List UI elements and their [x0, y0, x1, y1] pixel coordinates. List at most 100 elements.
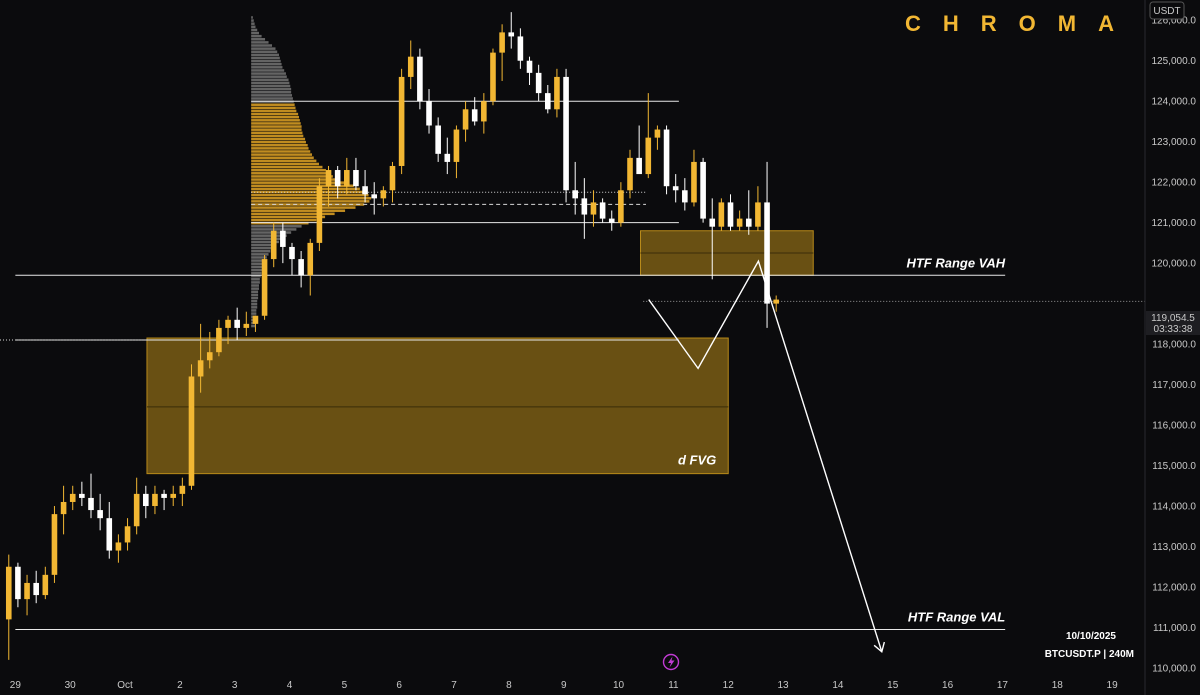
- candle-body: [124, 526, 131, 543]
- candle-body: [79, 493, 85, 498]
- profile-row: [251, 22, 255, 25]
- profile-row: [251, 115, 299, 119]
- candle-body: [371, 194, 378, 199]
- profile-row: [251, 94, 293, 97]
- candle-body: [206, 352, 213, 361]
- time-tick-label: 8: [506, 680, 512, 691]
- candle-body: [590, 202, 597, 215]
- profile-row: [251, 140, 306, 144]
- zone-0: [146, 337, 729, 475]
- candle-body: [152, 493, 158, 507]
- price-tick-label: 124,000.0: [1152, 97, 1197, 108]
- candle-body: [599, 202, 606, 219]
- candle-body: [15, 566, 21, 600]
- time-tick-label: 13: [778, 680, 790, 691]
- profile-row: [251, 181, 346, 184]
- current-price-value: 119,054.5: [1151, 313, 1195, 324]
- candle-body: [188, 376, 195, 486]
- profile-row: [251, 122, 301, 125]
- candle-body: [69, 493, 76, 502]
- candle-body: [508, 32, 515, 37]
- time-tick-label: 2: [177, 680, 183, 691]
- price-tick-label: 118,000.0: [1152, 340, 1196, 351]
- profile-row: [251, 106, 296, 110]
- time-tick-label: 30: [65, 680, 77, 691]
- profile-row: [251, 274, 261, 278]
- candle-body: [444, 153, 451, 162]
- profile-row: [251, 134, 304, 138]
- candle-body: [517, 36, 524, 61]
- projection-layer: [648, 259, 886, 654]
- price-axis[interactable]: 126,000.0 125,000.0 124,000.0 123,000.0 122,…: [1152, 16, 1197, 675]
- candle-body: [143, 493, 149, 507]
- candle-body: [325, 170, 332, 187]
- price-tick-label: 116,000.0: [1152, 421, 1196, 432]
- profile-row: [251, 159, 317, 163]
- price-tick-label: 125,000.0: [1152, 56, 1197, 67]
- profile-row: [251, 324, 256, 328]
- price-tick-label: 113,000.0: [1152, 542, 1196, 553]
- candle-body: [755, 202, 761, 227]
- candle-body: [243, 323, 250, 328]
- profile-row: [251, 306, 258, 309]
- profile-row: [251, 56, 280, 60]
- time-tick-label: 29: [10, 680, 22, 691]
- profile-row: [251, 50, 278, 53]
- candle-body: [197, 360, 204, 377]
- time-tick-label: 14: [832, 680, 844, 691]
- price-tick-label: 110,000.0: [1152, 663, 1196, 674]
- candle-body: [380, 190, 387, 199]
- candle-body: [471, 109, 478, 122]
- candle-body: [106, 518, 113, 551]
- candle-body: [700, 161, 706, 219]
- profile-row: [251, 225, 302, 228]
- profile-row: [251, 249, 271, 253]
- profile-row: [251, 237, 283, 241]
- profile-row: [251, 97, 293, 100]
- time-tick-label: 10: [613, 680, 625, 691]
- time-tick-label: 16: [942, 680, 954, 691]
- candle-body: [298, 259, 304, 276]
- time-axis[interactable]: 29 30 Oct 2 3 4 5 6 7 8 9 10 11 12 13 14 15 16 17 18 19: [10, 680, 1118, 691]
- profile-row: [251, 38, 266, 41]
- candle-body: [307, 242, 314, 276]
- candle-body: [745, 218, 752, 227]
- profile-row: [251, 72, 286, 75]
- profile-row: [251, 243, 276, 247]
- candle-body: [33, 582, 39, 596]
- profile-row: [251, 290, 259, 294]
- profile-row: [251, 287, 259, 290]
- profile-row: [251, 84, 291, 88]
- lightning-icon[interactable]: [662, 653, 680, 671]
- time-tick-label: 6: [396, 680, 402, 691]
- profile-row: [251, 81, 290, 85]
- profile-row: [251, 193, 369, 197]
- candle-body: [645, 137, 652, 175]
- level-label-1: HTF Range VAL: [908, 609, 1005, 624]
- candle-body: [179, 485, 186, 494]
- profile-row: [251, 87, 292, 91]
- projection-path: [648, 259, 883, 652]
- candle-body: [24, 582, 30, 600]
- price-tick-label: 126,000.0: [1152, 16, 1197, 27]
- currency-badge[interactable]: [1149, 1, 1185, 20]
- candle-body: [362, 186, 368, 195]
- candle-body: [170, 493, 177, 498]
- candle-body: [353, 170, 359, 187]
- candle-body: [161, 493, 167, 498]
- profile-row: [251, 75, 287, 78]
- candle-body: [526, 60, 533, 73]
- time-tick-label: 7: [451, 680, 457, 691]
- profile-row: [251, 209, 346, 212]
- profile-row: [251, 268, 263, 272]
- candle-body: [60, 501, 67, 515]
- symbol-timeframe: BTCUSDT.P | 240M: [1045, 649, 1134, 660]
- candle-body: [608, 218, 615, 223]
- candle-countdown: 03:33:38: [1154, 324, 1193, 335]
- profile-row: [251, 16, 253, 19]
- profile-row: [251, 91, 292, 94]
- candle-body: [344, 170, 350, 187]
- profile-row: [251, 299, 258, 303]
- candle-body: [581, 198, 588, 215]
